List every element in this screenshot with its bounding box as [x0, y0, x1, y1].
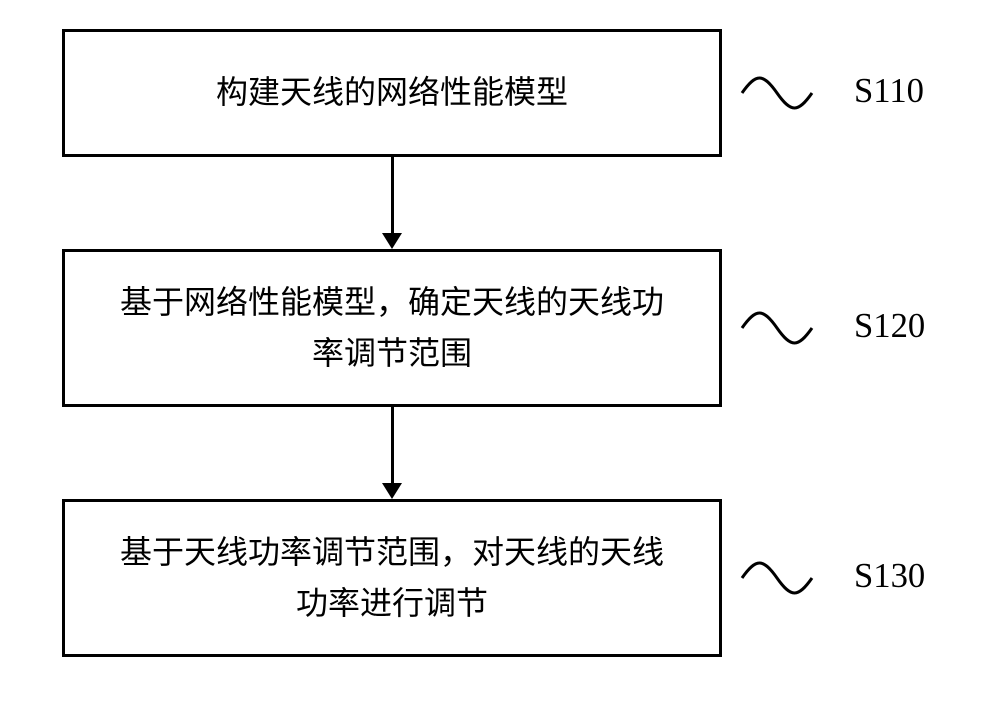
arrow-head-S110-S120 — [382, 233, 402, 252]
step-box-S130: 基于天线功率调节范围，对天线的天线功率进行调节 — [62, 499, 722, 657]
tilde-connector-S120 — [742, 314, 812, 342]
arrow-head-S120-S130 — [382, 483, 402, 502]
step-box-S110: 构建天线的网络性能模型 — [62, 29, 722, 157]
flowchart-canvas: 构建天线的网络性能模型 S110 基于网络性能模型，确定天线的天线功率调节范围 S12… — [0, 0, 1000, 701]
arrow-S120-S130 — [391, 407, 394, 485]
step-box-S120: 基于网络性能模型，确定天线的天线功率调节范围 — [62, 249, 722, 407]
step-label-S120: S120 — [854, 307, 925, 346]
tilde-connector-S130 — [742, 564, 812, 592]
arrow-S110-S120 — [391, 157, 394, 235]
tilde-connector-S110 — [742, 79, 812, 107]
step-label-S130: S130 — [854, 557, 925, 596]
step-label-S110: S110 — [854, 72, 924, 111]
